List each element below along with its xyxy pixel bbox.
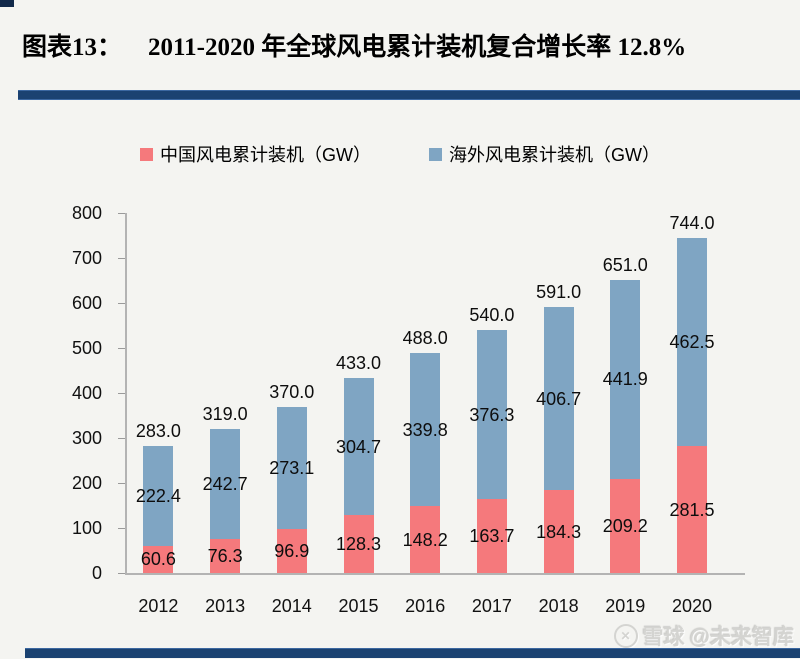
x-axis-category-label: 2017 (471, 596, 512, 616)
figure-header: 图表13： 2011-2020 年全球风电累计装机复合增长率 12.8% (22, 27, 686, 63)
bar-segment-overseas (543, 307, 574, 491)
bar-segment-china (476, 499, 507, 573)
watermark-handle: @未来智库 (689, 626, 794, 649)
total-value-label: 591.0 (536, 282, 582, 303)
y-axis-tick-mark (118, 528, 125, 529)
overseas-value-label: 273.1 (269, 457, 315, 478)
y-axis-tick-label: 600 (71, 293, 102, 313)
overseas-value-label: 242.7 (202, 474, 248, 495)
x-axis-category-label: 2014 (271, 596, 312, 616)
y-axis-tick-label: 300 (71, 428, 102, 448)
legend-label: 海外风电累计装机（GW） (449, 145, 660, 165)
bar-segment-china (543, 490, 574, 573)
x-axis-category-label: 2020 (671, 596, 713, 616)
x-axis-line (125, 573, 745, 575)
x-axis-category-label: 2015 (338, 596, 379, 616)
y-axis-tick-mark (118, 438, 125, 439)
x-axis-category-label: 2012 (138, 596, 179, 616)
china-value-label: 209.2 (602, 515, 648, 536)
y-axis-tick-mark (118, 303, 125, 304)
x-axis-category-label: 2016 (405, 596, 446, 616)
y-axis-tick-label: 200 (71, 473, 102, 493)
total-value-label: 651.0 (602, 255, 648, 275)
x-axis-category-label: 2019 (605, 596, 646, 616)
china-value-label: 96.9 (274, 541, 310, 562)
watermark: ✕ 雪球 @未来智库 (613, 621, 794, 651)
bar-segment-overseas (276, 406, 307, 530)
bar-segment-overseas (410, 353, 441, 507)
overseas-value-label: 222.4 (135, 485, 181, 506)
xueqiu-logo-icon: ✕ (613, 624, 638, 648)
bar-segment-china (677, 446, 707, 573)
bottom-divider (25, 648, 800, 658)
y-axis-tick-mark (118, 483, 125, 484)
bar-segment-overseas (143, 445, 174, 546)
legend-item-china: 中国风电累计装机（GW） (140, 141, 371, 167)
bar-segment-china (143, 545, 174, 573)
figure-title: 2011-2020 年全球风电累计装机复合增长率 12.8% (148, 34, 687, 61)
bar-segment-overseas (610, 280, 641, 479)
china-value-label: 184.3 (536, 521, 582, 542)
y-axis-tick-label: 400 (71, 383, 102, 403)
bar-segment-overseas (210, 429, 241, 539)
china-value-label: 163.7 (469, 526, 515, 547)
bar-segment-overseas (677, 238, 707, 447)
corner-mark (0, 0, 14, 7)
x-axis-category-label: 2018 (538, 596, 579, 616)
overseas-value-label: 462.5 (669, 332, 715, 353)
china-value-label: 148.2 (402, 529, 448, 550)
y-axis-line (125, 213, 127, 573)
total-value-label: 488.0 (402, 328, 448, 349)
china-value-label: 76.3 (207, 545, 243, 566)
legend-item-overseas: 海外风电累计装机（GW） (429, 141, 660, 167)
y-axis-tick-label: 0 (91, 563, 102, 583)
total-value-label: 283.0 (135, 420, 181, 441)
legend-label: 中国风电累计装机（GW） (160, 145, 371, 165)
bar-segment-overseas (476, 330, 507, 500)
china-value-label: 281.5 (669, 499, 715, 520)
bar-segment-china (343, 515, 374, 573)
y-axis-tick-label: 100 (71, 518, 102, 538)
overseas-value-label: 304.7 (335, 436, 382, 457)
y-axis-tick-label: 500 (71, 338, 102, 358)
y-axis-tick-mark (118, 348, 125, 349)
bar-segment-china (610, 478, 641, 573)
bar-segment-china (210, 538, 241, 573)
bar-segment-overseas (343, 378, 374, 516)
y-axis-tick-mark (118, 573, 125, 574)
top-divider (18, 90, 800, 100)
watermark-brand: 雪球 (642, 626, 685, 649)
china-value-label: 60.6 (140, 549, 176, 570)
x-axis-category-label: 2013 (205, 596, 246, 616)
total-value-label: 319.0 (202, 404, 248, 425)
y-axis-tick-label: 700 (71, 248, 102, 268)
figure-label: 图表13： (22, 34, 123, 61)
overseas-value-label: 339.8 (402, 419, 448, 440)
overseas-value-label: 441.9 (602, 369, 648, 390)
overseas-value-label: 406.7 (536, 388, 582, 409)
chart-legend: 中国风电累计装机（GW） 海外风电累计装机（GW） (0, 141, 800, 167)
y-axis-tick-mark (118, 213, 125, 214)
legend-swatch-icon (429, 147, 442, 161)
y-axis-tick-mark (118, 258, 125, 259)
china-value-label: 128.3 (335, 534, 382, 555)
total-value-label: 433.0 (335, 353, 382, 374)
overseas-value-label: 376.3 (469, 404, 515, 425)
total-value-label: 540.0 (469, 305, 515, 325)
total-value-label: 744.0 (669, 213, 715, 234)
bar-segment-china (276, 529, 307, 573)
y-axis-tick-mark (118, 393, 125, 394)
legend-swatch-icon (140, 147, 153, 161)
total-value-label: 370.0 (269, 381, 315, 402)
y-axis-tick-label: 800 (71, 203, 102, 223)
bar-segment-china (410, 506, 441, 573)
